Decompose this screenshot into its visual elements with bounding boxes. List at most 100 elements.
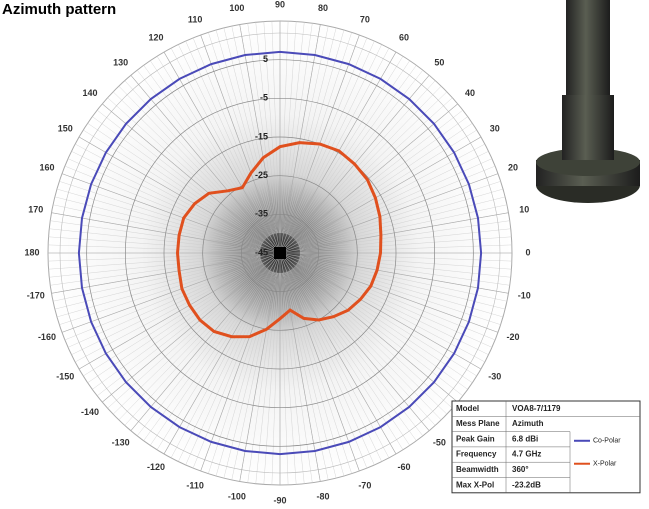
angle-tick-label: 10: [519, 204, 529, 214]
minor-spoke: [87, 264, 264, 383]
grid-ring: [163, 136, 397, 370]
info-cell: Beamwidth: [456, 465, 499, 474]
minor-spoke: [296, 116, 468, 242]
minor-spoke: [281, 21, 297, 234]
minor-spoke: [263, 272, 279, 485]
minor-spoke: [296, 264, 468, 390]
minor-spoke: [56, 188, 261, 248]
minor-spoke: [247, 272, 278, 483]
angle-tick-label: -160: [38, 332, 56, 342]
minor-spoke: [49, 254, 261, 278]
minor-spoke: [296, 263, 477, 377]
minor-spoke: [291, 269, 417, 441]
minor-spoke: [50, 220, 261, 251]
minor-spoke: [143, 65, 269, 237]
minor-spoke: [48, 236, 261, 252]
angle-tick-label: -50: [433, 437, 446, 447]
minor-spoke: [97, 265, 265, 396]
minor-spoke: [137, 268, 268, 436]
radial-tick-label: -25: [255, 170, 268, 180]
minor-spoke: [284, 272, 337, 479]
minor-spoke: [299, 244, 512, 253]
info-cell: VOA8-7/1179: [512, 404, 561, 413]
radial-tick-label: -45: [255, 247, 268, 257]
minor-spoke: [296, 123, 473, 242]
info-cell: Azimuth: [512, 419, 544, 428]
minor-spoke: [92, 116, 264, 242]
minor-spoke: [299, 253, 512, 262]
minor-spoke: [298, 260, 496, 341]
minor-spoke: [87, 123, 264, 242]
angle-tick-label: 50: [434, 57, 444, 67]
minor-spoke: [294, 266, 453, 409]
minor-spoke: [281, 272, 297, 485]
angle-tick-label: 90: [275, 0, 285, 9]
minor-spoke: [59, 181, 262, 248]
angle-tick-label: 30: [490, 123, 500, 133]
minor-spoke: [107, 266, 266, 409]
angle-tick-label: -60: [397, 462, 410, 472]
angle-tick-label: 100: [229, 3, 244, 13]
minor-spoke: [292, 268, 423, 436]
minor-spoke: [137, 70, 268, 238]
minor-spoke: [291, 269, 410, 446]
minor-spoke: [247, 23, 278, 234]
minor-spoke: [54, 196, 261, 249]
minor-spoke: [294, 97, 453, 240]
minor-spoke: [143, 269, 269, 441]
minor-spoke: [299, 254, 512, 270]
minor-spoke: [255, 22, 279, 234]
minor-spoke: [297, 262, 485, 363]
minor-spoke: [282, 23, 313, 234]
minor-spoke: [297, 151, 489, 245]
minor-spoke: [170, 48, 271, 236]
info-cell: Max X-Pol: [456, 480, 494, 489]
angle-tick-label: -150: [56, 371, 74, 381]
minor-spoke: [298, 181, 501, 248]
minor-spoke: [59, 258, 262, 325]
minor-spoke: [231, 26, 277, 234]
minor-spoke: [293, 85, 442, 239]
angle-tick-label: -20: [507, 332, 520, 342]
minor-spoke: [297, 261, 489, 355]
minor-spoke: [288, 270, 382, 462]
grid-ring: [202, 175, 358, 331]
minor-spoke: [299, 257, 506, 310]
angle-tick-label: -90: [273, 495, 286, 505]
minor-spoke: [71, 261, 263, 355]
minor-spoke: [287, 271, 375, 466]
info-cell: Peak Gain: [456, 434, 495, 443]
minor-spoke: [299, 254, 511, 278]
angle-tick-label: 140: [83, 88, 98, 98]
minor-spoke: [107, 97, 266, 240]
minor-spoke: [290, 269, 404, 450]
minor-spoke: [156, 269, 270, 450]
minor-spoke: [288, 44, 382, 236]
angle-tick-label: -70: [358, 480, 371, 490]
minor-spoke: [150, 60, 269, 237]
minor-spoke: [284, 27, 337, 234]
minor-spoke: [54, 257, 261, 310]
minor-spoke: [299, 258, 504, 318]
minor-spoke: [271, 272, 280, 485]
minor-spoke: [83, 129, 264, 243]
minor-spoke: [112, 266, 266, 415]
angle-tick-label: 170: [28, 204, 43, 214]
minor-spoke: [287, 40, 375, 235]
minor-spoke: [287, 37, 368, 235]
minor-spoke: [290, 56, 404, 237]
minor-spoke: [208, 271, 275, 474]
minor-spoke: [64, 165, 262, 246]
info-cell: -23.2dB: [512, 480, 541, 489]
minor-spoke: [291, 60, 410, 237]
minor-spoke: [50, 255, 261, 286]
info-cell: 6.8 dBi: [512, 434, 538, 443]
minor-spoke: [75, 143, 263, 244]
center-marker: [274, 247, 286, 259]
minor-spoke: [231, 272, 277, 480]
minor-spoke: [289, 48, 390, 236]
angle-tick-label: 160: [39, 163, 54, 173]
legend-label: Co-Polar: [593, 438, 621, 445]
minor-spoke: [124, 267, 267, 426]
